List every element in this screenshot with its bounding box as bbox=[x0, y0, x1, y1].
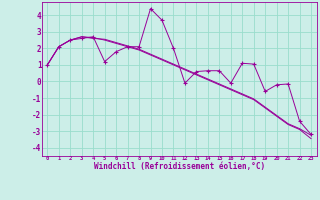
X-axis label: Windchill (Refroidissement éolien,°C): Windchill (Refroidissement éolien,°C) bbox=[94, 162, 265, 171]
